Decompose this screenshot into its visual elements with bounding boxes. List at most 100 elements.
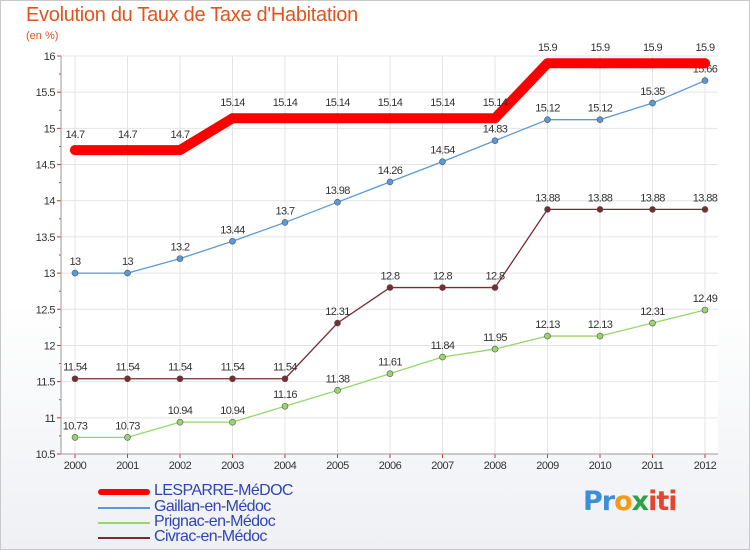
data-point: [385, 113, 395, 124]
data-label: 15.9: [538, 42, 557, 54]
data-point: [334, 198, 341, 206]
data-point: [334, 319, 341, 327]
legend-label-lesparre: LESPARRE-MéDOC: [154, 482, 293, 499]
data-point: [332, 113, 343, 124]
data-label: 15.14: [273, 97, 298, 109]
data-point: [71, 375, 79, 383]
x-tick-label: 2008: [484, 460, 507, 472]
data-label: 11.84: [431, 340, 455, 352]
x-tick-label: 2003: [221, 460, 244, 472]
data-point: [124, 434, 131, 441]
logo-part-4: iti: [648, 486, 677, 517]
data-point: [227, 113, 238, 124]
data-point: [596, 332, 604, 340]
data-point: [122, 145, 133, 156]
data-label: 12.8: [485, 271, 504, 283]
y-tick-label: 14: [44, 196, 56, 208]
data-point: [280, 113, 290, 124]
legend-swatch-gaillan: [98, 507, 150, 509]
y-tick-label: 15: [44, 123, 56, 135]
y-tick-label: 15.5: [36, 87, 56, 99]
x-tick-label: 2007: [431, 460, 454, 472]
data-point: [491, 137, 499, 144]
data-label: 10.94: [168, 405, 193, 417]
data-label: 13.88: [640, 192, 665, 204]
x-tick-label: 2000: [64, 460, 87, 472]
y-tick-label: 13: [44, 268, 56, 280]
y-tick-label: 12: [44, 340, 56, 352]
data-point: [437, 113, 448, 124]
data-point: [439, 353, 446, 361]
y-tick-label: 10.5: [36, 449, 56, 461]
data-label: 12.8: [433, 271, 452, 283]
y-tick-label: 14.5: [36, 160, 56, 172]
y-tick-label: 12.5: [36, 304, 56, 316]
data-point: [386, 370, 394, 377]
logo-part-3: x: [631, 486, 649, 517]
data-label: 14.7: [65, 129, 84, 141]
data-label: 13.2: [170, 242, 189, 254]
data-point: [491, 345, 499, 353]
data-point: [701, 206, 709, 213]
data-label: 15.14: [325, 97, 350, 109]
data-point: [281, 402, 289, 410]
data-label: 13: [69, 256, 81, 268]
x-tick-label: 2009: [536, 460, 559, 472]
data-point: [386, 178, 394, 186]
data-point: [649, 319, 656, 327]
data-label: 15.14: [430, 97, 455, 109]
data-label: 10.73: [63, 420, 88, 432]
legend-label-civrac: Civrac-en-Médoc: [154, 528, 267, 545]
data-label: 12.13: [535, 319, 560, 331]
data-point: [176, 375, 184, 383]
data-point: [647, 58, 658, 69]
data-label: 11.16: [273, 389, 297, 401]
logo-part-1: Pr: [583, 486, 615, 517]
data-point: [175, 145, 185, 156]
data-label: 15.9: [643, 42, 662, 54]
data-point: [334, 387, 341, 394]
y-tick-label: 16: [44, 51, 56, 63]
data-label: 11.61: [378, 357, 402, 369]
data-point: [229, 418, 236, 426]
legend-label-prignac: Prignac-en-Médoc: [154, 513, 276, 530]
data-label: 11.54: [63, 362, 87, 374]
data-point: [229, 375, 236, 383]
data-point: [596, 206, 604, 213]
data-point: [701, 306, 709, 314]
data-label: 14.26: [378, 165, 403, 177]
data-label: 13.7: [275, 205, 294, 217]
data-label: 15.9: [590, 42, 609, 54]
legend-swatch-lesparre: [98, 489, 150, 495]
data-label: 11.54: [116, 362, 140, 374]
data-label: 15.12: [535, 103, 560, 115]
data-label: 10.94: [220, 405, 245, 417]
y-tick-label: 11.5: [36, 377, 55, 389]
data-point: [176, 255, 184, 262]
data-point: [596, 116, 604, 123]
data-point: [439, 284, 446, 291]
data-point: [700, 58, 710, 69]
data-point: [701, 77, 709, 84]
data-label: 13.44: [220, 224, 245, 236]
x-tick-label: 2004: [274, 460, 297, 472]
data-point: [491, 284, 499, 291]
y-tick-label: 11: [45, 413, 56, 425]
data-point: [281, 375, 289, 383]
data-label: 13: [122, 256, 134, 268]
data-label: 12.8: [380, 271, 399, 283]
data-label: 11.95: [483, 332, 507, 344]
data-point: [70, 145, 80, 156]
data-point: [229, 237, 236, 245]
data-label: 14.54: [430, 145, 455, 157]
data-label: 14.83: [483, 124, 508, 136]
x-tick-label: 2002: [169, 460, 192, 472]
data-label: 15.14: [483, 97, 508, 109]
data-label: 14.7: [118, 129, 137, 141]
y-tick-label: 13.5: [36, 232, 56, 244]
data-label: 15.14: [378, 97, 403, 109]
data-label: 13.88: [535, 192, 560, 204]
x-tick-label: 2001: [116, 460, 139, 472]
logo-part-2: o: [614, 486, 633, 517]
